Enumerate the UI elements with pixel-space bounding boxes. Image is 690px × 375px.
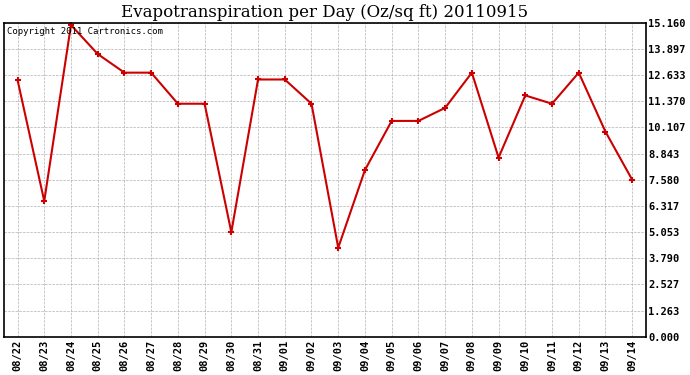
Title: Evapotranspiration per Day (Oz/sq ft) 20110915: Evapotranspiration per Day (Oz/sq ft) 20… [121, 4, 529, 21]
Text: Copyright 2011 Cartronics.com: Copyright 2011 Cartronics.com [8, 27, 164, 36]
